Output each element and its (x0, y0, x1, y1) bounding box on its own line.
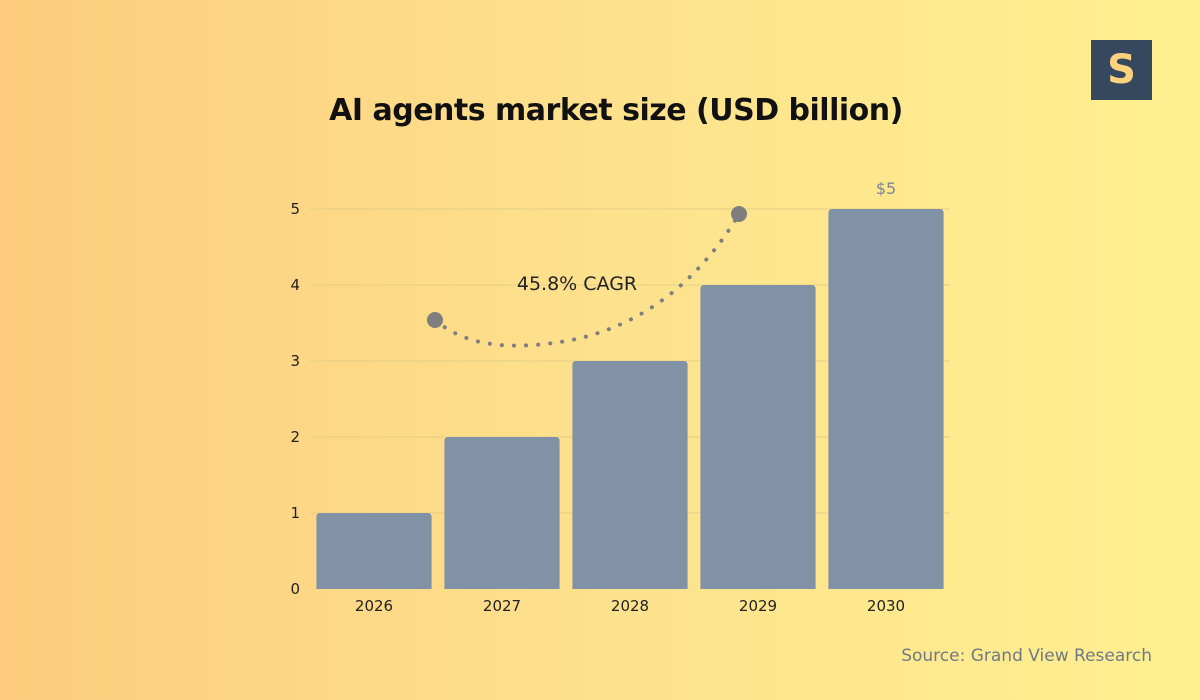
cagr-end-dot (731, 206, 747, 222)
y-tick-label-2: 2 (290, 428, 300, 446)
x-category-label-2028: 2028 (611, 597, 649, 615)
y-tick-label-4: 4 (290, 276, 300, 294)
cagr-annotation: 45.8% CAGR (427, 206, 747, 348)
bar-2029 (700, 285, 816, 589)
cagr-curve (433, 212, 741, 348)
cagr-label: 45.8% CAGR (517, 273, 637, 295)
y-axis-ticks: 0 1 2 3 4 5 (290, 200, 300, 598)
cagr-start-dot (427, 312, 443, 328)
chart-title: AI agents market size (USD billion) (329, 93, 903, 128)
x-category-label-2030: 2030 (867, 597, 905, 615)
bar-2030 (828, 209, 944, 589)
y-tick-label-0: 0 (290, 580, 300, 598)
data-labels: $5 (876, 179, 896, 198)
source-note: Source: Grand View Research (901, 646, 1152, 666)
brand-logo-letter: S (1107, 47, 1136, 93)
bar-2027 (444, 437, 560, 589)
y-tick-label-1: 1 (290, 504, 300, 522)
x-category-label-2027: 2027 (483, 597, 521, 615)
bars (316, 209, 944, 589)
x-category-label-2029: 2029 (739, 597, 777, 615)
x-axis-categories: 2026 2027 2028 2029 2030 (355, 597, 905, 615)
bar-2028 (572, 361, 688, 589)
y-tick-label-3: 3 (290, 352, 300, 370)
bar-2026 (316, 513, 432, 589)
y-tick-label-5: 5 (290, 200, 300, 218)
brand-logo: S (1091, 40, 1152, 100)
x-category-label-2026: 2026 (355, 597, 393, 615)
data-label-2030: $5 (876, 179, 896, 198)
